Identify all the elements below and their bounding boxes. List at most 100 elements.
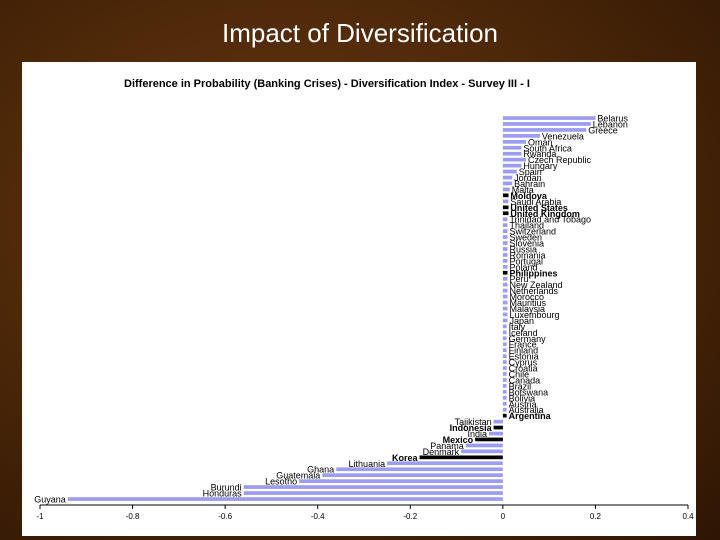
bar-mauritius (502, 300, 508, 305)
bar-sweden (502, 235, 508, 239)
bar-label: Honduras (203, 489, 243, 499)
x-tick-label: -0.2 (403, 512, 417, 521)
x-tick-label: -1 (36, 512, 44, 521)
bar-label: Russia (510, 245, 538, 255)
bar-burundi (243, 485, 503, 489)
bar-label: Malta (512, 185, 534, 195)
bar-label: Belarus (597, 114, 628, 124)
bar-luxembourg (502, 312, 508, 317)
bar-label: Lesotho (265, 477, 297, 487)
bar-panama (465, 443, 503, 448)
bar-lesotho (299, 479, 503, 483)
bar-bahrain (502, 181, 513, 186)
bar-venezuela (502, 134, 540, 138)
bar-peru (502, 276, 508, 281)
bar-label: Mexico (443, 435, 474, 445)
bar-japan (502, 318, 508, 323)
bar-label: Trinidad and Tobago (510, 215, 592, 225)
bar-malta (502, 187, 510, 192)
bar-label: Venezuela (542, 131, 584, 141)
x-tick-label: -0.4 (311, 512, 325, 521)
bars-layer (67, 116, 596, 501)
bar-label: Oman (528, 137, 553, 147)
bar-label: Rwanda (523, 149, 556, 159)
bar-label: Chile (509, 370, 530, 380)
bar-portugal (502, 259, 508, 263)
bar-label: Japan (510, 316, 535, 326)
bar-label: Jordan (514, 173, 542, 183)
bar-australia (502, 407, 507, 412)
bar-label: United States (510, 203, 568, 213)
bar-united-kingdom (502, 211, 509, 216)
bar-brazil (502, 384, 507, 388)
bar-label: Iceland (509, 328, 538, 338)
bar-label: Hungary (523, 161, 558, 171)
bar-label: Burundi (211, 483, 242, 493)
bar-label: Luxembourg (510, 310, 560, 320)
bar-label: Thailand (510, 221, 545, 231)
bar-label: Argentina (509, 411, 552, 421)
bar-label: Germany (509, 334, 547, 344)
bar-label: Saudi Arabia (510, 197, 561, 207)
bar-korea (419, 455, 503, 460)
bar-morocco (502, 294, 508, 299)
bar-label: Korea (392, 453, 419, 463)
bar-thailand (502, 223, 508, 227)
bar-label: Switzerland (510, 227, 557, 237)
bar-indonesia (493, 425, 503, 430)
bar-label: Poland (510, 262, 538, 272)
bar-new-zealand (502, 282, 508, 287)
bar-label: Bolivia (509, 393, 536, 403)
bar-label: Philippines (510, 268, 558, 278)
bar-rwanda (502, 151, 522, 156)
bar-germany (502, 336, 507, 341)
bar-label: Malaysia (510, 304, 546, 314)
bar-estonia (502, 354, 507, 358)
bar-label: Slovenia (510, 239, 545, 249)
bar-label: Moldova (510, 191, 547, 201)
bar-ghana (336, 467, 503, 472)
bar-malaysia (502, 306, 508, 311)
x-tick-label: 0.4 (682, 512, 694, 521)
bar-label: Lithuania (349, 459, 386, 469)
bar-botswana (502, 390, 507, 394)
bar-label: Czech Republic (528, 155, 592, 165)
bar-label: Croatia (509, 364, 538, 374)
bar-label: Bahrain (514, 179, 545, 189)
bar-label: Spain (519, 167, 542, 177)
bar-label: Portugal (510, 256, 544, 266)
bar-greece (502, 128, 587, 132)
x-axis: -1 -0.8 -0.6 -0.4 -0.2 0 0.2 0.4 (36, 504, 694, 521)
bar-finland (502, 348, 507, 352)
bar-guyana (67, 497, 503, 501)
bar-slovenia (502, 241, 508, 245)
chart-panel: Difference in Probability (Banking Crise… (22, 62, 696, 536)
bar-moldova (502, 193, 509, 198)
bar-croatia (502, 366, 507, 370)
bar-label: New Zealand (510, 280, 563, 290)
bar-label: South Africa (523, 143, 572, 153)
bar-label: Romania (510, 250, 546, 260)
bar-guatemala (322, 473, 503, 477)
bar-label: Estonia (509, 352, 539, 362)
bar-south-africa (502, 145, 522, 150)
bar-label: Panama (430, 441, 464, 451)
bar-austria (502, 401, 507, 406)
bar-oman (502, 140, 526, 144)
bar-label: Austria (509, 399, 537, 409)
bar-mexico (475, 437, 503, 442)
bar-label: Greece (588, 125, 618, 135)
bar-label: Mauritius (510, 298, 547, 308)
bar-spain (502, 169, 517, 174)
bar-russia (502, 247, 508, 251)
bar-label: Brazil (509, 381, 532, 391)
x-tick-label: 0.2 (590, 512, 602, 521)
bar-cyprus (502, 360, 507, 364)
bar-switzerland (502, 229, 508, 233)
bar-label: Morocco (510, 292, 545, 302)
bar-belarus (502, 116, 596, 120)
bar-hungary (502, 163, 522, 168)
bar-philippines (502, 270, 508, 275)
bar-label: Denmark (423, 447, 460, 457)
